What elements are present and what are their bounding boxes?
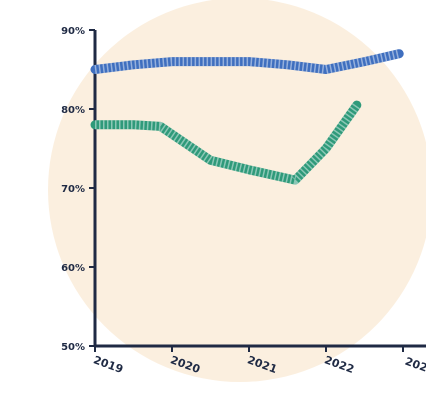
x-tick-label: 2022: [323, 353, 356, 376]
y-tick-label: 70%: [61, 184, 85, 195]
x-tick-label: 2019: [92, 353, 125, 376]
series-layer: [90, 49, 404, 186]
y-tick-label: 60%: [61, 263, 85, 274]
y-tick-label: 80%: [61, 105, 85, 116]
series-line-1: [90, 49, 404, 74]
series-line-2: [90, 100, 362, 185]
y-tick-label: 50%: [61, 342, 85, 353]
background-circle: [48, 0, 426, 382]
x-tick-label: 202: [403, 355, 426, 375]
y-tick-label: 90%: [61, 26, 85, 37]
